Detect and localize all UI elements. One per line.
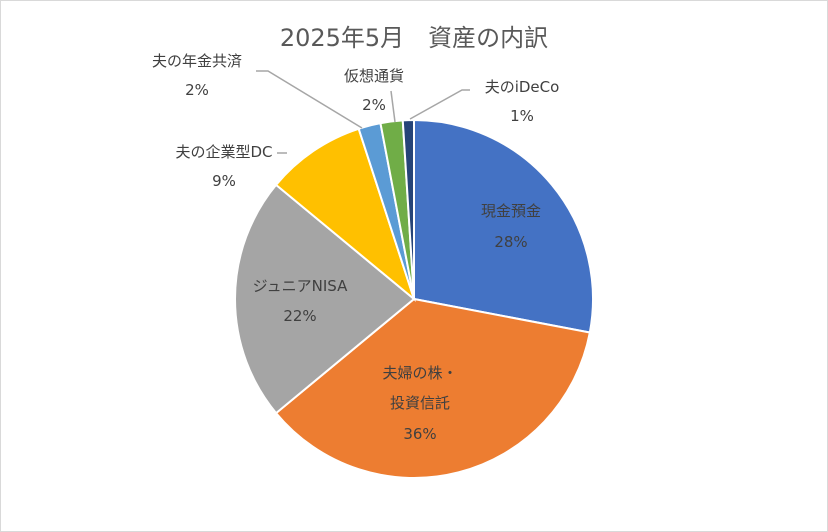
value-label-2: 22% xyxy=(283,307,316,325)
category-label-3: 夫の企業型DC xyxy=(175,143,272,161)
value-label-1: 36% xyxy=(403,425,436,443)
leader-line-4 xyxy=(256,70,363,129)
pie-slice-1 xyxy=(274,297,592,479)
value-label-3: 9% xyxy=(212,172,236,190)
leader-line-5 xyxy=(390,90,396,123)
chart-title: 2025年5月 資産の内訳 xyxy=(280,24,548,52)
pie-slice-2 xyxy=(234,183,416,415)
category-label-1-line2: 投資信託 xyxy=(390,394,450,412)
category-label-4: 夫の年金共済 xyxy=(152,52,242,70)
category-label-1-line1: 夫婦の株・ xyxy=(382,364,457,382)
category-label-6: 夫のiDeCo xyxy=(485,78,560,96)
category-label-2: ジュニアNISA xyxy=(253,277,348,295)
pie-slice-3 xyxy=(274,127,417,302)
value-label-6: 1% xyxy=(510,107,534,125)
category-label-0: 現金預金 xyxy=(481,202,541,220)
leader-line-6 xyxy=(409,89,470,120)
pie-slice-6 xyxy=(401,118,415,300)
value-label-0: 28% xyxy=(494,233,527,251)
category-label-5: 仮想通貨 xyxy=(344,67,404,85)
value-label-4: 2% xyxy=(185,81,209,99)
value-label-5: 2% xyxy=(362,96,386,114)
pie-slice-0 xyxy=(413,118,594,334)
